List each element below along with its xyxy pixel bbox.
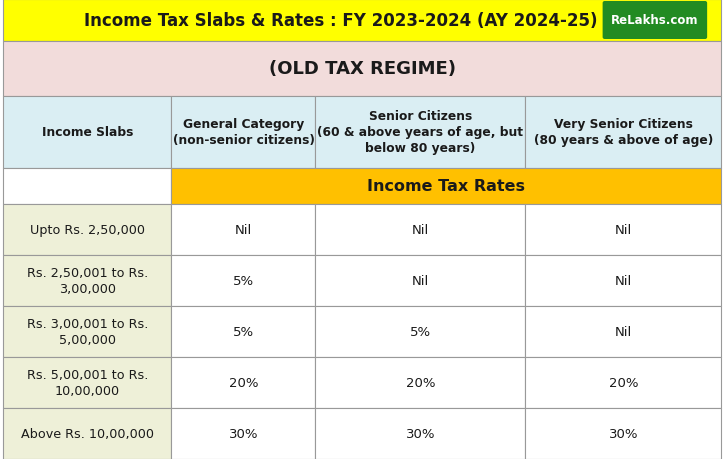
Bar: [315, 408, 526, 459]
Text: Nil: Nil: [615, 224, 632, 236]
Text: ReLakhs.com: ReLakhs.com: [611, 15, 699, 28]
Text: 20%: 20%: [229, 376, 258, 389]
Bar: [4, 42, 721, 97]
Bar: [315, 306, 526, 357]
Bar: [315, 205, 526, 256]
Text: Income Slabs: Income Slabs: [42, 126, 133, 139]
Bar: [526, 205, 721, 256]
Text: Nil: Nil: [235, 224, 252, 236]
Text: Upto Rs. 2,50,000: Upto Rs. 2,50,000: [30, 224, 145, 236]
Text: Nil: Nil: [412, 224, 429, 236]
Bar: [4, 306, 172, 357]
Text: 5%: 5%: [410, 325, 431, 338]
Bar: [4, 357, 172, 408]
Text: Senior Citizens
(60 & above years of age, but
below 80 years): Senior Citizens (60 & above years of age…: [318, 110, 523, 155]
Text: Nil: Nil: [412, 274, 429, 287]
Text: 30%: 30%: [609, 427, 638, 440]
Bar: [172, 168, 721, 205]
Bar: [4, 168, 172, 205]
Bar: [4, 0, 721, 42]
Text: 20%: 20%: [609, 376, 638, 389]
Bar: [526, 408, 721, 459]
Text: General Category
(non-senior citizens): General Category (non-senior citizens): [173, 118, 315, 147]
Bar: [526, 306, 721, 357]
Text: (OLD TAX REGIME): (OLD TAX REGIME): [269, 61, 456, 78]
Bar: [526, 256, 721, 306]
Text: Rs. 3,00,001 to Rs.
5,00,000: Rs. 3,00,001 to Rs. 5,00,000: [27, 317, 148, 346]
Text: Income Tax Slabs & Rates : FY 2023-2024 (AY 2024-25): Income Tax Slabs & Rates : FY 2023-2024 …: [84, 12, 597, 30]
Text: Nil: Nil: [615, 274, 632, 287]
Bar: [172, 357, 315, 408]
Bar: [526, 97, 721, 168]
Text: Nil: Nil: [615, 325, 632, 338]
Text: Rs. 2,50,001 to Rs.
3,00,000: Rs. 2,50,001 to Rs. 3,00,000: [27, 266, 148, 295]
Bar: [4, 256, 172, 306]
Bar: [172, 306, 315, 357]
Bar: [172, 256, 315, 306]
Bar: [172, 408, 315, 459]
Text: Very Senior Citizens
(80 years & above of age): Very Senior Citizens (80 years & above o…: [534, 118, 713, 147]
Bar: [4, 97, 172, 168]
Text: Income Tax Rates: Income Tax Rates: [368, 179, 526, 194]
Text: 5%: 5%: [233, 325, 254, 338]
Text: 30%: 30%: [406, 427, 435, 440]
Bar: [172, 97, 315, 168]
Bar: [4, 205, 172, 256]
Text: 30%: 30%: [229, 427, 258, 440]
Bar: [172, 205, 315, 256]
FancyBboxPatch shape: [602, 2, 707, 40]
Bar: [315, 256, 526, 306]
Bar: [4, 408, 172, 459]
Bar: [526, 357, 721, 408]
Text: 20%: 20%: [406, 376, 435, 389]
Bar: [315, 357, 526, 408]
Text: Rs. 5,00,001 to Rs.
10,00,000: Rs. 5,00,001 to Rs. 10,00,000: [27, 368, 148, 397]
Text: 5%: 5%: [233, 274, 254, 287]
Bar: [315, 97, 526, 168]
Text: Above Rs. 10,00,000: Above Rs. 10,00,000: [21, 427, 154, 440]
